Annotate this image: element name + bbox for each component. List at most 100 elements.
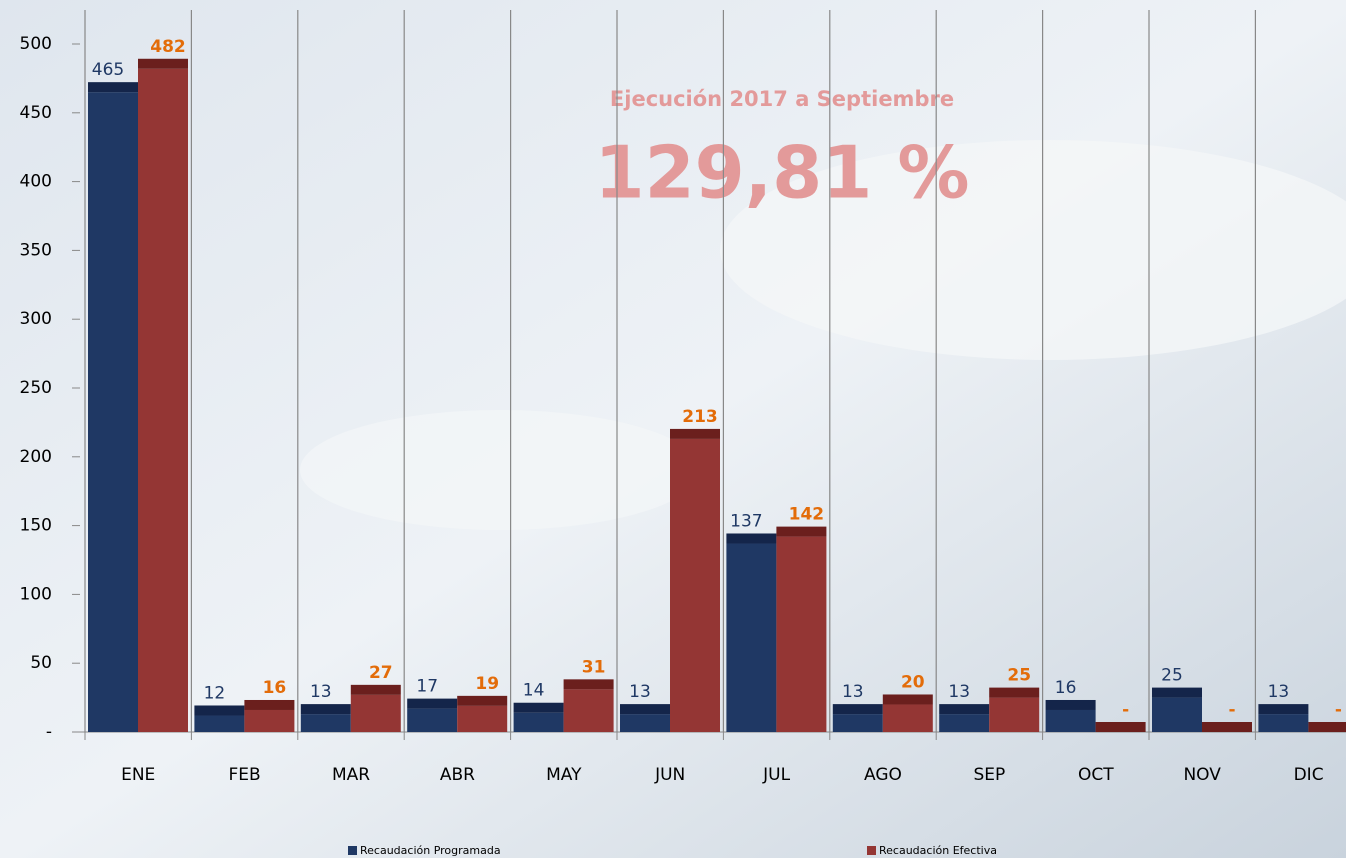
x-tick-label: JUN [654,765,685,785]
data-label: 482 [150,37,186,57]
y-tick-label: - [46,722,52,742]
legend-label: Recaudación Programada [360,844,501,857]
bar [776,536,827,732]
y-tick-label: 450 [20,103,52,123]
bar-cap [1152,687,1202,698]
data-label: 17 [416,677,438,697]
x-tick-label: MAY [546,765,582,785]
legend-label: Recaudación Efectiva [879,844,997,857]
bar [88,92,138,732]
data-label: 13 [1268,682,1290,702]
y-tick-label: 350 [20,240,52,260]
bar-cap [882,694,933,705]
x-tick-label: SEP [974,765,1006,785]
data-label: 14 [523,681,545,701]
y-tick-label: 50 [30,653,52,673]
bar [882,704,933,732]
bar [194,715,245,732]
bar-cap [1308,722,1346,732]
bar-cap [300,704,351,715]
data-label: 27 [369,663,393,683]
legend-swatch [348,846,357,855]
bar-cap [989,687,1040,698]
bar-cap [407,698,458,709]
data-label: 213 [682,407,718,427]
bar-cap [563,679,614,690]
data-label: 20 [901,672,925,692]
bar [138,68,188,732]
bar-cap [194,705,245,716]
data-label: 19 [475,674,499,694]
bar-cap [138,58,188,69]
bar-cap [350,684,401,695]
x-tick-label: FEB [229,765,261,785]
bar [563,689,614,732]
data-label: 25 [1007,666,1031,686]
x-tick-label: ENE [121,765,155,785]
y-tick-label: 400 [20,172,52,192]
bar-cap [1095,722,1146,732]
bar [832,714,883,732]
data-label: 13 [948,682,970,702]
background-decor [300,410,700,530]
data-label: 465 [92,60,124,80]
bar [407,708,458,732]
bar [350,694,401,732]
data-label: 137 [730,511,762,531]
data-label: - [1228,700,1235,720]
bar [726,543,777,732]
plot: - 50 100 150 200 250 300 350 400 450 500 ENE 465 482 F… [20,10,1346,857]
data-label: 16 [1055,678,1077,698]
bar [457,705,508,732]
x-tick-label: NOV [1183,765,1221,785]
bar-cap [513,702,564,713]
bar-cap [457,695,508,706]
bar [513,712,564,732]
bar [670,438,720,732]
y-tick-label: 500 [20,34,52,54]
data-label: 142 [789,505,825,525]
x-tick-label: DIC [1294,765,1324,785]
data-label: 13 [310,682,332,702]
background-decor [720,140,1346,360]
bar-cap [1258,704,1309,715]
bar [1152,697,1202,732]
x-tick-label: AGO [864,765,902,785]
data-label: 31 [582,657,606,677]
y-tick-label: 150 [20,516,52,536]
y-tick-label: 100 [20,584,52,604]
bar [1045,709,1096,732]
data-label: 13 [629,682,651,702]
bar [989,697,1040,732]
bar-cap [939,704,990,715]
bar [620,714,670,732]
y-tick-label: 300 [20,309,52,329]
y-tick-label: 200 [20,447,52,467]
y-tick-label: 250 [20,378,52,398]
data-label: 12 [204,683,226,703]
x-tick-label: OCT [1078,765,1114,785]
bar-cap [832,704,883,715]
x-tick-label: JUL [762,765,790,785]
data-label: - [1122,700,1129,720]
bar-cap [726,533,777,544]
bar [1258,714,1309,732]
legend-swatch [867,846,876,855]
data-label: - [1335,700,1342,720]
annotation-big: 129,81 % [594,131,969,215]
bar [244,709,295,732]
x-tick-label: ABR [440,765,475,785]
data-label: 25 [1161,666,1183,686]
bar [939,714,990,732]
bar-cap [776,526,827,537]
bar-cap [244,699,295,710]
bar-cap [1045,699,1096,710]
bar [300,714,351,732]
data-label: 16 [263,678,287,698]
bar-cap [620,704,670,715]
x-tick-label: MAR [332,765,370,785]
data-label: 13 [842,682,864,702]
bar-cap [1202,722,1252,732]
annotation: Ejecución 2017 a Septiembre [610,87,954,111]
